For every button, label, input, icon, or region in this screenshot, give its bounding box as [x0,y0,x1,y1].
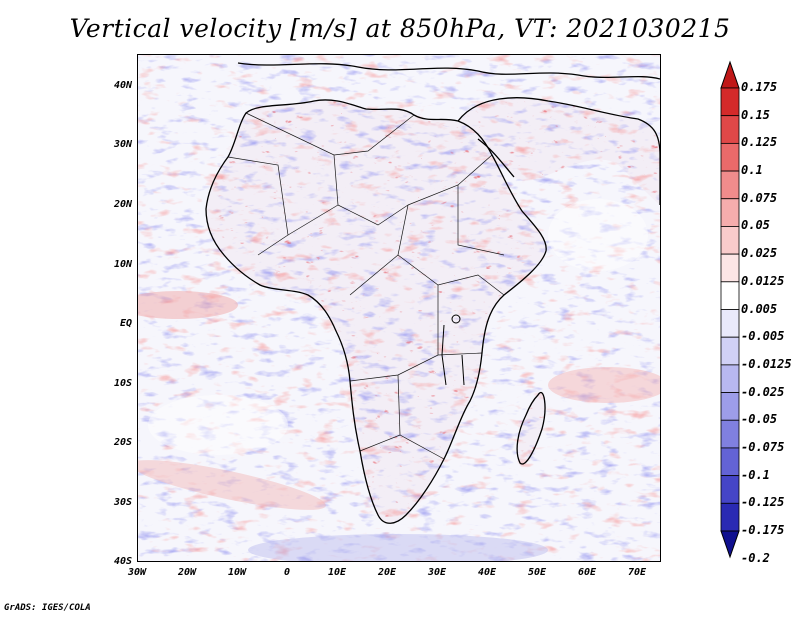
map-panel [137,54,661,562]
madagascar-outline [516,392,546,465]
lon-tick-label: 10E [327,567,347,578]
colorbar-label: -0.025 [741,384,785,399]
footer-credit: GrADS: IGES/COLA [4,603,91,613]
lat-tick-label: 20N [113,199,132,210]
ocean-bands [138,199,660,561]
lon-tick-label: 20W [177,567,197,578]
chart-title: Vertical velocity [m/s] at 850hPa, VT: 2… [69,14,731,43]
colorbar-swatch [720,502,740,532]
lon-tick-label: 70E [627,567,647,578]
colorbar-swatch [720,142,740,172]
colorbar-label: 0.025 [741,246,778,261]
colorbar-swatch [720,419,740,449]
colorbar-label: 0.125 [741,135,778,150]
colorbar-label: -0.075 [741,439,785,454]
colorbar-label: -0.125 [741,495,785,510]
colorbar-label: -0.0125 [741,356,792,371]
colorbar-label: 0.15 [741,107,770,122]
colorbar-label: 0.005 [741,301,778,316]
colorbar-top-arrow [720,60,740,89]
lat-tick-label: 40S [113,556,132,567]
lon-tick-label: 60E [577,567,597,578]
country-borders [227,112,505,460]
lon-tick-label: 30E [427,567,447,578]
colorbar-boxes [720,87,740,532]
lat-tick-label: EQ [119,318,132,329]
colorbar-swatch [720,226,740,255]
lat-tick-label: 40N [113,80,132,91]
lat-tick-label: 30S [113,497,132,508]
colorbar-label: -0.05 [741,412,778,427]
colorbar [720,60,740,559]
colorbar-bottom-arrow [720,530,740,559]
colorbar-label: 0.075 [741,190,778,205]
colorbar-swatch [720,392,740,421]
colorbar-swatch [720,87,740,117]
arabia-coast [457,97,660,205]
vertical-velocity-field [138,55,660,561]
lon-tick-label: 40E [477,567,497,578]
colorbar-swatch [720,198,740,227]
colorbar-swatch [720,281,740,310]
colorbar-label: 0.05 [741,218,770,233]
lakes [441,314,465,386]
mediterranean-coast [237,62,660,80]
colorbar-label: 0.0125 [741,273,785,288]
lat-tick-label: 30N [113,139,132,150]
colorbar-label: 0.1 [741,163,763,178]
colorbar-label: -0.2 [741,550,770,565]
colorbar-swatch [720,447,740,477]
colorbar-swatch [720,170,740,200]
lon-tick-label: 20E [377,567,397,578]
lon-tick-label: 10W [227,567,247,578]
colorbar-label: -0.175 [741,523,785,537]
colorbar-label: -0.005 [741,329,785,344]
colorbar-swatch [720,309,740,338]
lon-tick-label: 50E [527,567,547,578]
lat-tick-label: 20S [113,437,132,448]
colorbar-swatch [720,475,740,504]
colorbar-swatch [720,364,740,393]
colorbar-swatch [720,336,740,366]
coastlines [205,62,660,524]
red-sea-coast [477,138,515,178]
lon-tick-label: 30W [127,567,147,578]
lon-tick-label: 0 [283,567,291,578]
colorbar-label: -0.1 [741,467,770,482]
lat-tick-label: 10S [113,378,132,389]
colorbar-label: 0.175 [741,80,778,94]
colorbar-swatch [720,115,740,144]
colorbar-swatch [720,253,740,283]
lat-tick-label: 10N [113,259,132,270]
